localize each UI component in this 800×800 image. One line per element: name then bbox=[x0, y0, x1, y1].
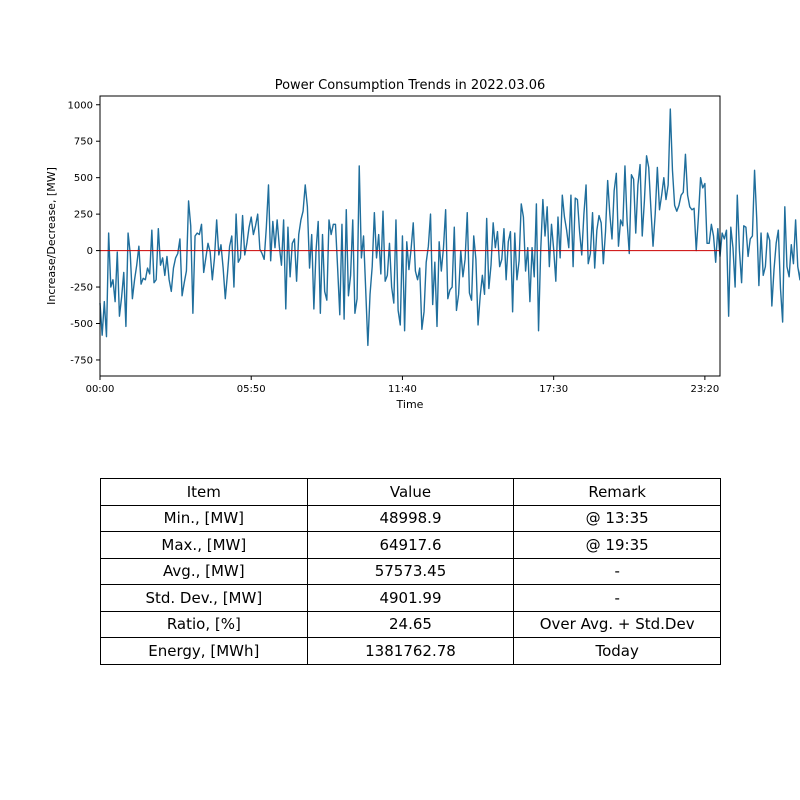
cell-item: Energy, [MWh] bbox=[100, 637, 308, 665]
power-consumption-chart: Power Consumption Trends in 2022.03.06 -… bbox=[45, 78, 800, 411]
statistics-table: Item Value Remark Min., [MW] 48998.9 @ 1… bbox=[100, 478, 721, 665]
cell-item: Ratio, [%] bbox=[100, 610, 308, 638]
y-tick-label: 750 bbox=[74, 137, 93, 148]
plot-area bbox=[99, 108, 800, 347]
x-tick-label: 00:00 bbox=[86, 384, 115, 395]
y-axis: -750 -500 -250 0 250 500 750 1000 bbox=[68, 100, 100, 366]
cell-value: 1381762.78 bbox=[306, 637, 515, 665]
cell-value: 57573.45 bbox=[306, 557, 515, 585]
y-tick-label: -750 bbox=[70, 355, 93, 366]
cell-remark: @ 13:35 bbox=[513, 504, 721, 532]
header-value: Value bbox=[306, 478, 515, 506]
cell-value: 24.65 bbox=[306, 610, 515, 638]
cell-item: Avg., [MW] bbox=[100, 557, 308, 585]
cell-item: Std. Dev., [MW] bbox=[100, 584, 308, 612]
x-tick-label: 17:30 bbox=[539, 384, 568, 395]
y-tick-label: -500 bbox=[70, 319, 93, 330]
x-axis-label: Time bbox=[396, 398, 424, 411]
table-header-row: Item Value Remark bbox=[100, 478, 721, 506]
cell-remark: - bbox=[513, 557, 721, 585]
x-tick-label: 05:50 bbox=[237, 384, 266, 395]
cell-remark: - bbox=[513, 584, 721, 612]
cell-item: Min., [MW] bbox=[100, 504, 308, 532]
cell-remark: Today bbox=[513, 637, 721, 665]
x-tick-label: 11:40 bbox=[388, 384, 417, 395]
table-row: Energy, [MWh] 1381762.78 Today bbox=[100, 637, 721, 665]
cell-item: Max., [MW] bbox=[100, 531, 308, 559]
chart-title: Power Consumption Trends in 2022.03.06 bbox=[275, 78, 546, 93]
x-tick-label: 23:20 bbox=[690, 384, 719, 395]
y-axis-label: Increase/Decrease, [MW] bbox=[45, 167, 58, 305]
y-tick-label: 500 bbox=[74, 173, 93, 184]
header-remark: Remark bbox=[513, 478, 721, 506]
series-line bbox=[99, 108, 800, 347]
y-tick-label: 1000 bbox=[68, 100, 93, 111]
table-row: Min., [MW] 48998.9 @ 13:35 bbox=[100, 504, 721, 532]
cell-remark: Over Avg. + Std.Dev bbox=[513, 610, 721, 638]
cell-value: 64917.6 bbox=[306, 531, 515, 559]
y-tick-label: -250 bbox=[70, 283, 93, 294]
table-row: Avg., [MW] 57573.45 - bbox=[100, 557, 721, 585]
table-row: Ratio, [%] 24.65 Over Avg. + Std.Dev bbox=[100, 610, 721, 638]
table-row: Std. Dev., [MW] 4901.99 - bbox=[100, 584, 721, 612]
y-tick-label: 0 bbox=[87, 246, 93, 257]
y-tick-label: 250 bbox=[74, 210, 93, 221]
cell-remark: @ 19:35 bbox=[513, 531, 721, 559]
cell-value: 4901.99 bbox=[306, 584, 515, 612]
table-row: Max., [MW] 64917.6 @ 19:35 bbox=[100, 531, 721, 559]
header-item: Item bbox=[100, 478, 308, 506]
plot-frame bbox=[99, 95, 721, 377]
x-axis: 00:00 05:50 11:40 17:30 23:20 bbox=[86, 376, 719, 395]
cell-value: 48998.9 bbox=[306, 504, 515, 532]
